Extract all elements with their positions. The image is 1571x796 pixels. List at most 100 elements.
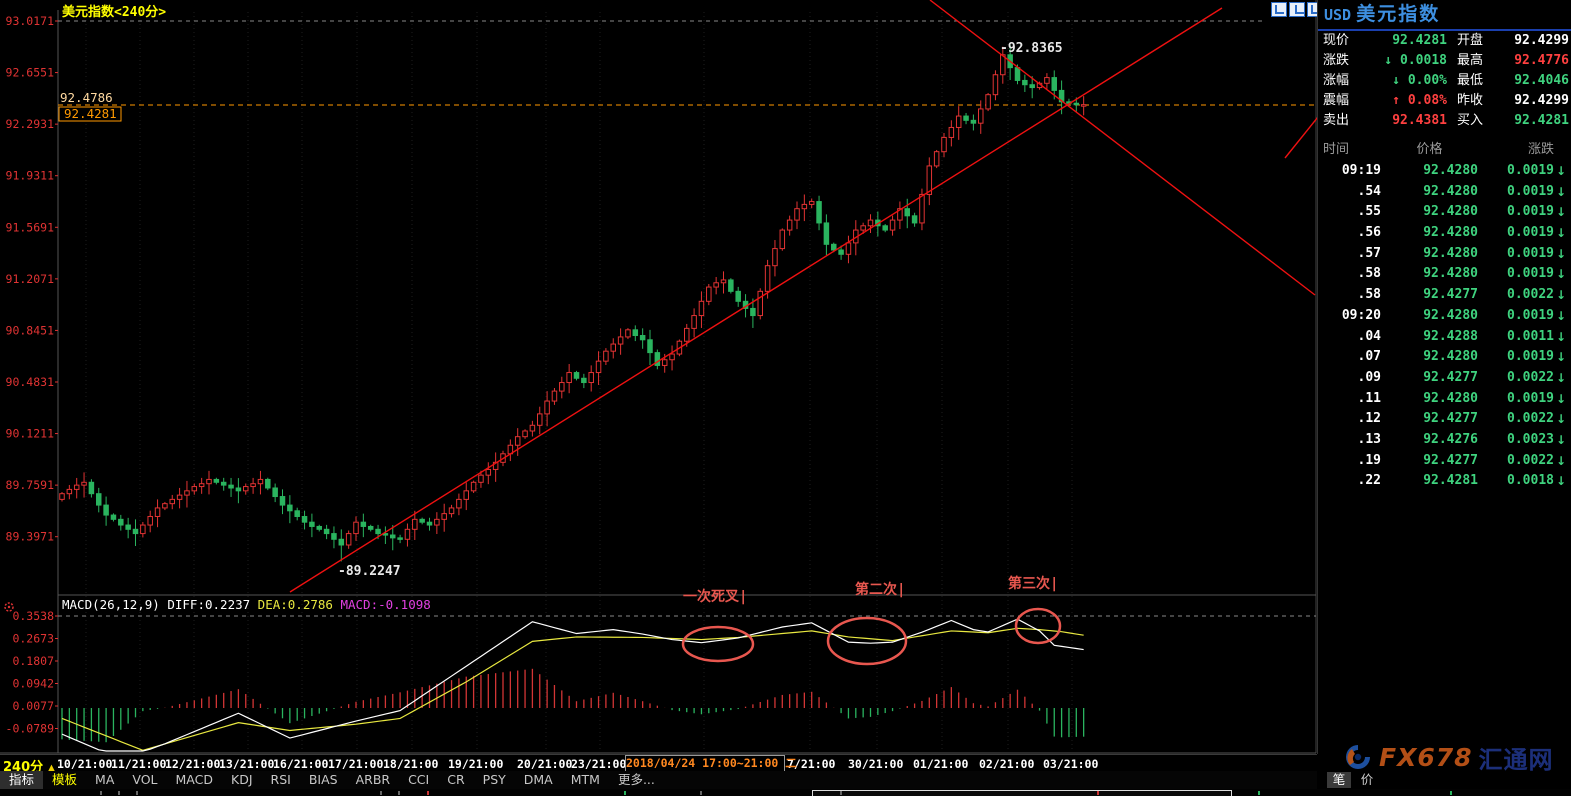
candle[interactable] — [294, 510, 300, 517]
layout-left-icon[interactable] — [1271, 2, 1287, 17]
candle[interactable] — [963, 115, 969, 121]
candle[interactable] — [514, 436, 521, 446]
tick-row[interactable]: .58 92.4280 0.0019 ↓ — [1318, 264, 1571, 285]
candle[interactable] — [331, 533, 337, 540]
candle[interactable] — [867, 219, 874, 227]
toolbar-item-指标[interactable]: 指标 — [0, 771, 44, 789]
candle[interactable] — [184, 490, 190, 496]
candle[interactable] — [169, 498, 175, 505]
candle[interactable] — [272, 487, 278, 498]
candle[interactable] — [500, 453, 506, 463]
candle[interactable] — [103, 504, 109, 516]
death-cross-circle[interactable] — [1014, 607, 1062, 645]
candle[interactable] — [132, 528, 139, 535]
candle[interactable] — [551, 390, 558, 402]
candle[interactable] — [992, 74, 999, 96]
death-cross-circle[interactable] — [681, 625, 755, 663]
tab-价[interactable]: 价 — [1360, 772, 1374, 787]
candle[interactable] — [610, 343, 616, 352]
candle[interactable] — [882, 225, 888, 231]
candle[interactable] — [860, 225, 866, 231]
candle[interactable] — [375, 528, 381, 535]
tab-笔[interactable]: 笔 — [1327, 772, 1351, 788]
candle[interactable] — [625, 329, 631, 338]
candle[interactable] — [985, 94, 991, 110]
candle[interactable] — [779, 229, 786, 250]
candle[interactable] — [801, 203, 808, 210]
candle[interactable] — [742, 300, 749, 309]
candle[interactable] — [1014, 67, 1021, 81]
candle[interactable] — [390, 534, 396, 539]
candle[interactable] — [544, 400, 550, 415]
candle[interactable] — [1073, 102, 1080, 106]
toolbar-item-BIAS[interactable]: BIAS — [308, 772, 338, 787]
candle[interactable] — [434, 518, 440, 526]
candle[interactable] — [632, 329, 639, 337]
candle[interactable] — [720, 279, 727, 284]
tick-row[interactable]: .55 92.4280 0.0019 ↓ — [1318, 202, 1571, 223]
candle[interactable] — [573, 372, 580, 379]
layout-right-icon[interactable] — [1289, 2, 1305, 17]
candle[interactable] — [1051, 77, 1057, 91]
quote-header[interactable]: USD 美元指数 — [1318, 0, 1571, 31]
trendline[interactable] — [929, 0, 1316, 296]
candle[interactable] — [1022, 79, 1028, 86]
candle[interactable] — [140, 524, 146, 535]
candle[interactable] — [404, 528, 411, 540]
candle[interactable] — [81, 481, 87, 486]
candle[interactable] — [757, 290, 763, 317]
toolbar-item-MTM[interactable]: MTM — [570, 772, 600, 787]
candle[interactable] — [617, 336, 624, 345]
candle[interactable] — [955, 115, 962, 128]
candle[interactable] — [1000, 54, 1006, 76]
candle[interactable] — [904, 208, 910, 217]
candle[interactable] — [816, 201, 822, 224]
candle[interactable] — [1058, 89, 1065, 103]
candle[interactable] — [823, 222, 830, 245]
candle[interactable] — [59, 493, 65, 500]
toolbar-item-CR[interactable]: CR — [447, 772, 465, 787]
candle[interactable] — [794, 208, 800, 221]
candle[interactable] — [66, 488, 73, 495]
candle[interactable] — [338, 538, 345, 546]
candle[interactable] — [73, 484, 80, 490]
toolbar-item-CCI[interactable]: CCI — [408, 772, 430, 787]
candle[interactable] — [750, 307, 756, 317]
candle[interactable] — [412, 518, 418, 530]
candle[interactable] — [125, 524, 131, 530]
candle[interactable] — [970, 119, 977, 124]
toolbar-item-DMA[interactable]: DMA — [523, 772, 553, 787]
candle[interactable] — [265, 478, 271, 489]
candle[interactable] — [250, 483, 256, 488]
candle[interactable] — [875, 219, 881, 227]
candle[interactable] — [118, 518, 124, 526]
candle[interactable] — [220, 481, 227, 486]
candle[interactable] — [367, 525, 374, 530]
candle[interactable] — [676, 340, 683, 355]
candle[interactable] — [786, 219, 793, 231]
candle[interactable] — [831, 243, 837, 251]
candle[interactable] — [889, 219, 896, 231]
candle[interactable] — [808, 201, 815, 205]
candle[interactable] — [353, 521, 359, 535]
tick-row[interactable]: .54 92.4280 0.0019 ↓ — [1318, 182, 1571, 203]
candle[interactable] — [463, 490, 469, 500]
candle[interactable] — [735, 290, 741, 302]
candle[interactable] — [191, 486, 198, 492]
candle[interactable] — [764, 265, 771, 292]
tick-row[interactable]: .12 92.4277 0.0022 ↓ — [1318, 409, 1571, 430]
candle[interactable] — [772, 248, 778, 267]
candle[interactable] — [537, 413, 543, 426]
candle[interactable] — [309, 521, 315, 527]
tick-row[interactable]: 09:20 92.4280 0.0019 ↓ — [1318, 306, 1571, 327]
candle[interactable] — [853, 229, 859, 244]
tick-row[interactable]: .19 92.4277 0.0022 ↓ — [1318, 451, 1571, 472]
candle[interactable] — [566, 372, 572, 384]
tick-row[interactable]: .56 92.4280 0.0019 ↓ — [1318, 223, 1571, 244]
candle[interactable] — [639, 335, 646, 341]
candle[interactable] — [603, 350, 609, 362]
candle[interactable] — [654, 352, 661, 366]
candle[interactable] — [323, 528, 330, 535]
candle[interactable] — [485, 468, 492, 476]
candle[interactable] — [507, 444, 514, 455]
